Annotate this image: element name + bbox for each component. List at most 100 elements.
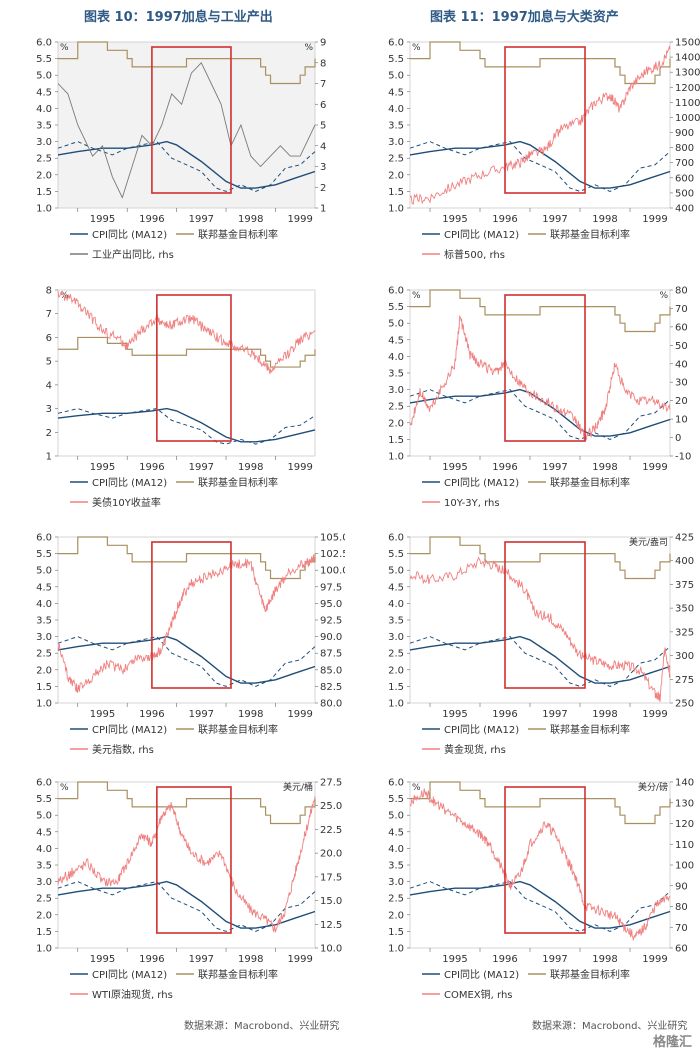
right-tick-label: 85.0 bbox=[320, 665, 342, 676]
x-tick-label: 1998 bbox=[238, 709, 263, 720]
highlight-box bbox=[151, 46, 232, 194]
left-tick-label: 6.0 bbox=[36, 778, 52, 789]
left-tick-label: 5.5 bbox=[388, 794, 404, 805]
right-tick-label: 80 bbox=[675, 286, 688, 297]
series-rhs-line bbox=[409, 314, 671, 441]
left-tick-label: 5.5 bbox=[36, 54, 52, 65]
x-tick-label: 1996 bbox=[139, 214, 164, 225]
x-tick-label: 1995 bbox=[90, 709, 115, 720]
plot-frame bbox=[57, 289, 316, 457]
series-cpi-line bbox=[409, 880, 671, 929]
right-tick-label: 130 bbox=[675, 798, 694, 809]
right-tick-label: 90 bbox=[675, 881, 688, 892]
left-tick-label: 6.0 bbox=[388, 533, 404, 544]
right-tick-label: 1400 bbox=[675, 53, 700, 64]
left-tick-label: 2.0 bbox=[388, 665, 404, 676]
right-tick-label: 7 bbox=[320, 79, 326, 90]
left-tick-label: 2.5 bbox=[388, 894, 404, 905]
left-tick-label: 1.5 bbox=[388, 435, 404, 446]
left-tick-label: 1.0 bbox=[36, 944, 52, 955]
right-tick-label: 800 bbox=[675, 143, 694, 154]
series-cpi-line bbox=[409, 388, 671, 437]
left-tick-label: 3.0 bbox=[36, 632, 52, 643]
x-tick-label: 1999 bbox=[642, 462, 667, 473]
chart-sp500: 1.0 1.5 2.0 2.5 3.0 3.5 4.0 4.5 5.0 5.5 6.0 400 500 6… bbox=[388, 38, 700, 262]
left-tick-label: 5.5 bbox=[388, 54, 404, 65]
legend-label: 联邦基金目标利率 bbox=[198, 723, 278, 736]
left-tick-label: 2.0 bbox=[388, 170, 404, 181]
chart-10y-3y: 1.0 1.5 2.0 2.5 3.0 3.5 4.0 4.5 5.0 5.5 6.0 -10 0 10 2… bbox=[388, 286, 691, 510]
x-tick-label: 1996 bbox=[492, 214, 517, 225]
legend-label: 联邦基金目标利率 bbox=[550, 968, 630, 981]
right-tick-label: 375 bbox=[675, 580, 694, 591]
right-tick-label: 0 bbox=[675, 433, 681, 444]
right-tick-label: 50 bbox=[675, 341, 688, 352]
series-fed-rate-line bbox=[58, 41, 316, 85]
right-tick-label: 20.0 bbox=[320, 849, 342, 860]
legend-label: 联邦基金目标利率 bbox=[198, 476, 278, 489]
right-tick-label: 70 bbox=[675, 304, 688, 315]
panel-c8: 1.0 1.5 2.0 2.5 3.0 3.5 4.0 4.5 5.0 5.5 6.0 60 70 80 9… bbox=[352, 770, 700, 1005]
right-tick-label: 10 bbox=[675, 415, 688, 426]
chart-comex-copper: 1.0 1.5 2.0 2.5 3.0 3.5 4.0 4.5 5.0 5.5 6.0 60 70 80 9… bbox=[388, 778, 694, 1002]
right-tick-label: 87.5 bbox=[320, 649, 342, 660]
left-tick-label: 1.5 bbox=[388, 927, 404, 938]
watermark-logo: 格隆汇 bbox=[652, 1035, 692, 1050]
right-tick-label: 92.5 bbox=[320, 616, 342, 627]
series-fed-rate-line bbox=[410, 781, 671, 825]
right-tick-label: 25.0 bbox=[320, 801, 342, 812]
left-tick-label: 1.0 bbox=[388, 204, 404, 215]
left-tick-label: 1.0 bbox=[388, 452, 404, 463]
right-tick-label: 120 bbox=[675, 819, 694, 830]
series-cpi-line bbox=[57, 140, 316, 189]
left-tick-label: 1.5 bbox=[36, 682, 52, 693]
legend-label: CPI同比 (MA12) bbox=[444, 969, 519, 981]
left-tick-label: 1.0 bbox=[388, 699, 404, 710]
x-tick-label: 1996 bbox=[139, 954, 164, 965]
right-tick-label: 30 bbox=[675, 378, 688, 389]
left-tick-label: 4.5 bbox=[36, 827, 52, 838]
series-rhs-line bbox=[409, 46, 671, 205]
left-tick-label: 3.0 bbox=[36, 137, 52, 148]
series-cpi-line bbox=[57, 407, 316, 443]
right-tick-label: 70 bbox=[675, 923, 688, 934]
left-tick-label: 2 bbox=[46, 428, 52, 439]
left-tick-label: 5.0 bbox=[36, 811, 52, 822]
right-tick-label: 100 bbox=[675, 861, 694, 872]
panel-c7: 1.0 1.5 2.0 2.5 3.0 3.5 4.0 4.5 5.0 5.5 6.0 10.0 12.… bbox=[0, 770, 345, 1005]
legend-label: 美债10Y收益率 bbox=[92, 496, 161, 509]
left-tick-label: 5 bbox=[46, 357, 52, 368]
left-tick-label: 3.5 bbox=[388, 369, 404, 380]
x-tick-label: 1999 bbox=[287, 462, 312, 473]
right-tick-label: 425 bbox=[675, 533, 694, 544]
right-tick-label: 400 bbox=[675, 556, 694, 567]
series-rhs-line bbox=[409, 556, 671, 703]
highlight-box bbox=[156, 294, 232, 442]
legend-label: CPI同比 (MA12) bbox=[92, 477, 167, 489]
left-tick-label: 2.5 bbox=[36, 154, 52, 165]
right-tick-label: 300 bbox=[675, 651, 694, 662]
left-tick-label: 5.5 bbox=[36, 549, 52, 560]
left-tick-label: 4.0 bbox=[388, 599, 404, 610]
left-tick-label: 4.5 bbox=[388, 827, 404, 838]
legend-label: CPI同比 (MA12) bbox=[92, 229, 167, 241]
right-tick-label: 110 bbox=[675, 840, 694, 851]
left-tick-label: 5.0 bbox=[36, 71, 52, 82]
series-cpi-dashed-line bbox=[409, 389, 671, 440]
left-tick-label: 4.5 bbox=[36, 582, 52, 593]
x-tick-label: 1997 bbox=[189, 214, 214, 225]
series-fed-rate-line bbox=[410, 41, 671, 85]
right-tick-label: 102.5 bbox=[320, 549, 345, 560]
x-tick-label: 1995 bbox=[90, 954, 115, 965]
panel-c1: 1.0 1.5 2.0 2.5 3.0 3.5 4.0 4.5 5.0 5.5 6.0 1 2 3 4 5 6 7… bbox=[0, 30, 345, 265]
legend-label: CPI同比 (MA12) bbox=[92, 724, 167, 736]
right-tick-label: 60 bbox=[675, 944, 688, 955]
left-tick-label: 4.5 bbox=[388, 335, 404, 346]
left-tick-label: 1.5 bbox=[36, 927, 52, 938]
right-tick-label: 5 bbox=[320, 121, 326, 132]
x-tick-label: 1998 bbox=[592, 462, 617, 473]
series-cpi-dashed-line bbox=[409, 141, 671, 192]
left-tick-label: 1.0 bbox=[36, 699, 52, 710]
left-tick-label: 3.0 bbox=[388, 137, 404, 148]
left-tick-label: 3.5 bbox=[36, 861, 52, 872]
